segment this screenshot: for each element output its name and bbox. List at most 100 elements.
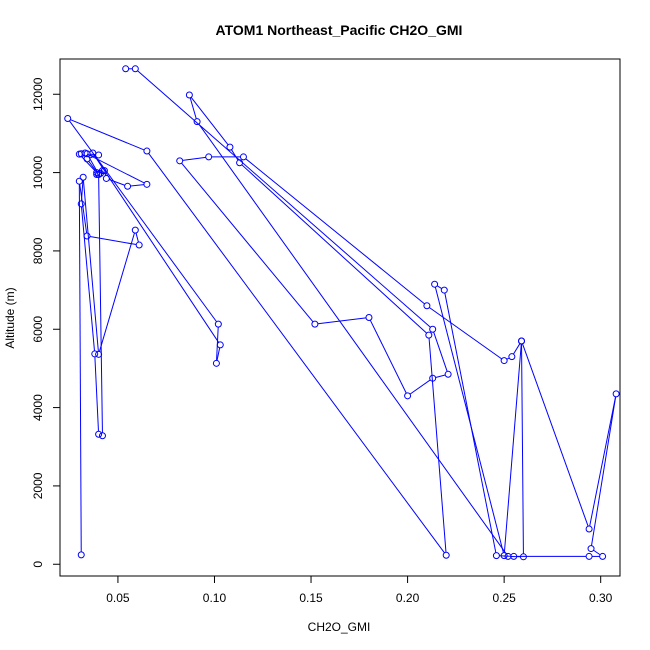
data-point xyxy=(429,374,437,382)
data-point xyxy=(585,552,593,560)
series-line-segment xyxy=(94,155,104,169)
y-tick-label: 12000 xyxy=(31,77,45,111)
series-layer xyxy=(64,65,620,561)
data-point xyxy=(216,341,224,349)
series-line-segment xyxy=(435,374,446,378)
data-point xyxy=(504,552,512,560)
data-point xyxy=(518,337,526,345)
series-line-segment xyxy=(198,123,507,555)
data-point xyxy=(176,157,184,165)
data-point xyxy=(508,353,516,361)
series-line-segment xyxy=(522,343,589,527)
data-point xyxy=(442,551,450,559)
data-point xyxy=(585,525,593,533)
series-line-segment xyxy=(82,180,99,352)
data-point xyxy=(75,150,83,158)
series-line-segment xyxy=(521,343,524,554)
plot-area xyxy=(59,58,621,577)
data-point xyxy=(143,147,151,155)
data-point xyxy=(311,320,319,328)
data-point xyxy=(79,173,87,181)
data-point xyxy=(236,159,244,167)
series-line-segment xyxy=(89,153,96,156)
data-point xyxy=(587,545,595,553)
y-tick-label: 4000 xyxy=(31,394,45,421)
y-tick-label: 6000 xyxy=(31,316,45,343)
data-point xyxy=(131,226,139,234)
x-tick-label: 0.20 xyxy=(396,591,420,605)
series-line-segment xyxy=(81,206,95,351)
data-point xyxy=(143,180,151,188)
data-point xyxy=(95,430,103,438)
series-line-segment xyxy=(130,184,144,187)
series-line-segment xyxy=(70,119,145,151)
series-line-segment xyxy=(94,356,99,432)
series-line-segment xyxy=(436,285,442,289)
series-line-segment xyxy=(216,347,221,361)
data-point xyxy=(500,552,508,560)
series-line-segment xyxy=(241,164,427,334)
series-line-segment xyxy=(428,338,447,553)
series-line-segment xyxy=(108,179,125,186)
series-line-segment xyxy=(98,177,103,433)
data-point xyxy=(519,553,527,561)
data-point xyxy=(212,359,220,367)
data-point xyxy=(77,200,85,208)
data-point xyxy=(91,350,99,358)
data-point xyxy=(425,331,433,339)
data-point xyxy=(612,390,620,398)
data-point xyxy=(95,171,103,179)
series-line-segment xyxy=(409,379,431,395)
series-line-segment xyxy=(591,396,617,546)
y-tick-label: 10000 xyxy=(31,156,45,190)
data-point xyxy=(440,286,448,294)
series-line-segment xyxy=(369,319,407,394)
data-point xyxy=(599,552,607,560)
y-axis: 0 2000 4000 6000 8000 10000 12000 xyxy=(31,77,61,568)
data-point xyxy=(492,552,500,560)
x-tick-label: 0.15 xyxy=(299,591,323,605)
series-line-segment xyxy=(434,286,504,553)
x-tick-label: 0.30 xyxy=(589,591,613,605)
data-point xyxy=(429,325,437,333)
series-line-segment xyxy=(98,232,135,352)
x-axis: 0.05 0.10 0.15 0.20 0.25 0.30 xyxy=(106,575,613,605)
series-line-segment xyxy=(513,343,521,355)
series-line-segment xyxy=(593,549,601,556)
data-point xyxy=(135,241,143,249)
x-tick-label: 0.10 xyxy=(203,591,227,605)
series-line-segment xyxy=(429,307,502,360)
data-point xyxy=(64,115,72,123)
series-line-segment xyxy=(231,149,239,161)
series-line-segment xyxy=(137,70,431,328)
data-point xyxy=(214,320,222,328)
data-point xyxy=(83,155,91,163)
data-point xyxy=(423,302,431,310)
series-line-segment xyxy=(189,97,197,119)
data-point xyxy=(95,151,103,159)
series-line-segment xyxy=(89,236,137,246)
series-line-segment xyxy=(181,162,314,323)
data-point xyxy=(500,357,508,365)
series-line-segment xyxy=(79,184,88,234)
data-point xyxy=(77,551,85,559)
series-line-segment xyxy=(69,120,217,323)
series-line-segment xyxy=(245,158,425,305)
data-point xyxy=(444,370,452,378)
data-point xyxy=(75,177,83,185)
data-point xyxy=(193,118,201,126)
data-point xyxy=(185,91,193,99)
data-point xyxy=(95,350,103,358)
series-line-segment xyxy=(190,97,229,146)
x-axis-label: CH2O_GMI xyxy=(308,620,371,634)
series-line-segment xyxy=(88,160,98,173)
data-point xyxy=(404,392,412,400)
y-tick-label: 0 xyxy=(31,561,45,568)
series-line-segment xyxy=(503,343,522,553)
data-point xyxy=(98,167,106,175)
series-line-segment xyxy=(78,184,82,552)
data-point xyxy=(226,143,234,151)
series-line-segment xyxy=(589,396,617,527)
data-point xyxy=(131,65,139,73)
